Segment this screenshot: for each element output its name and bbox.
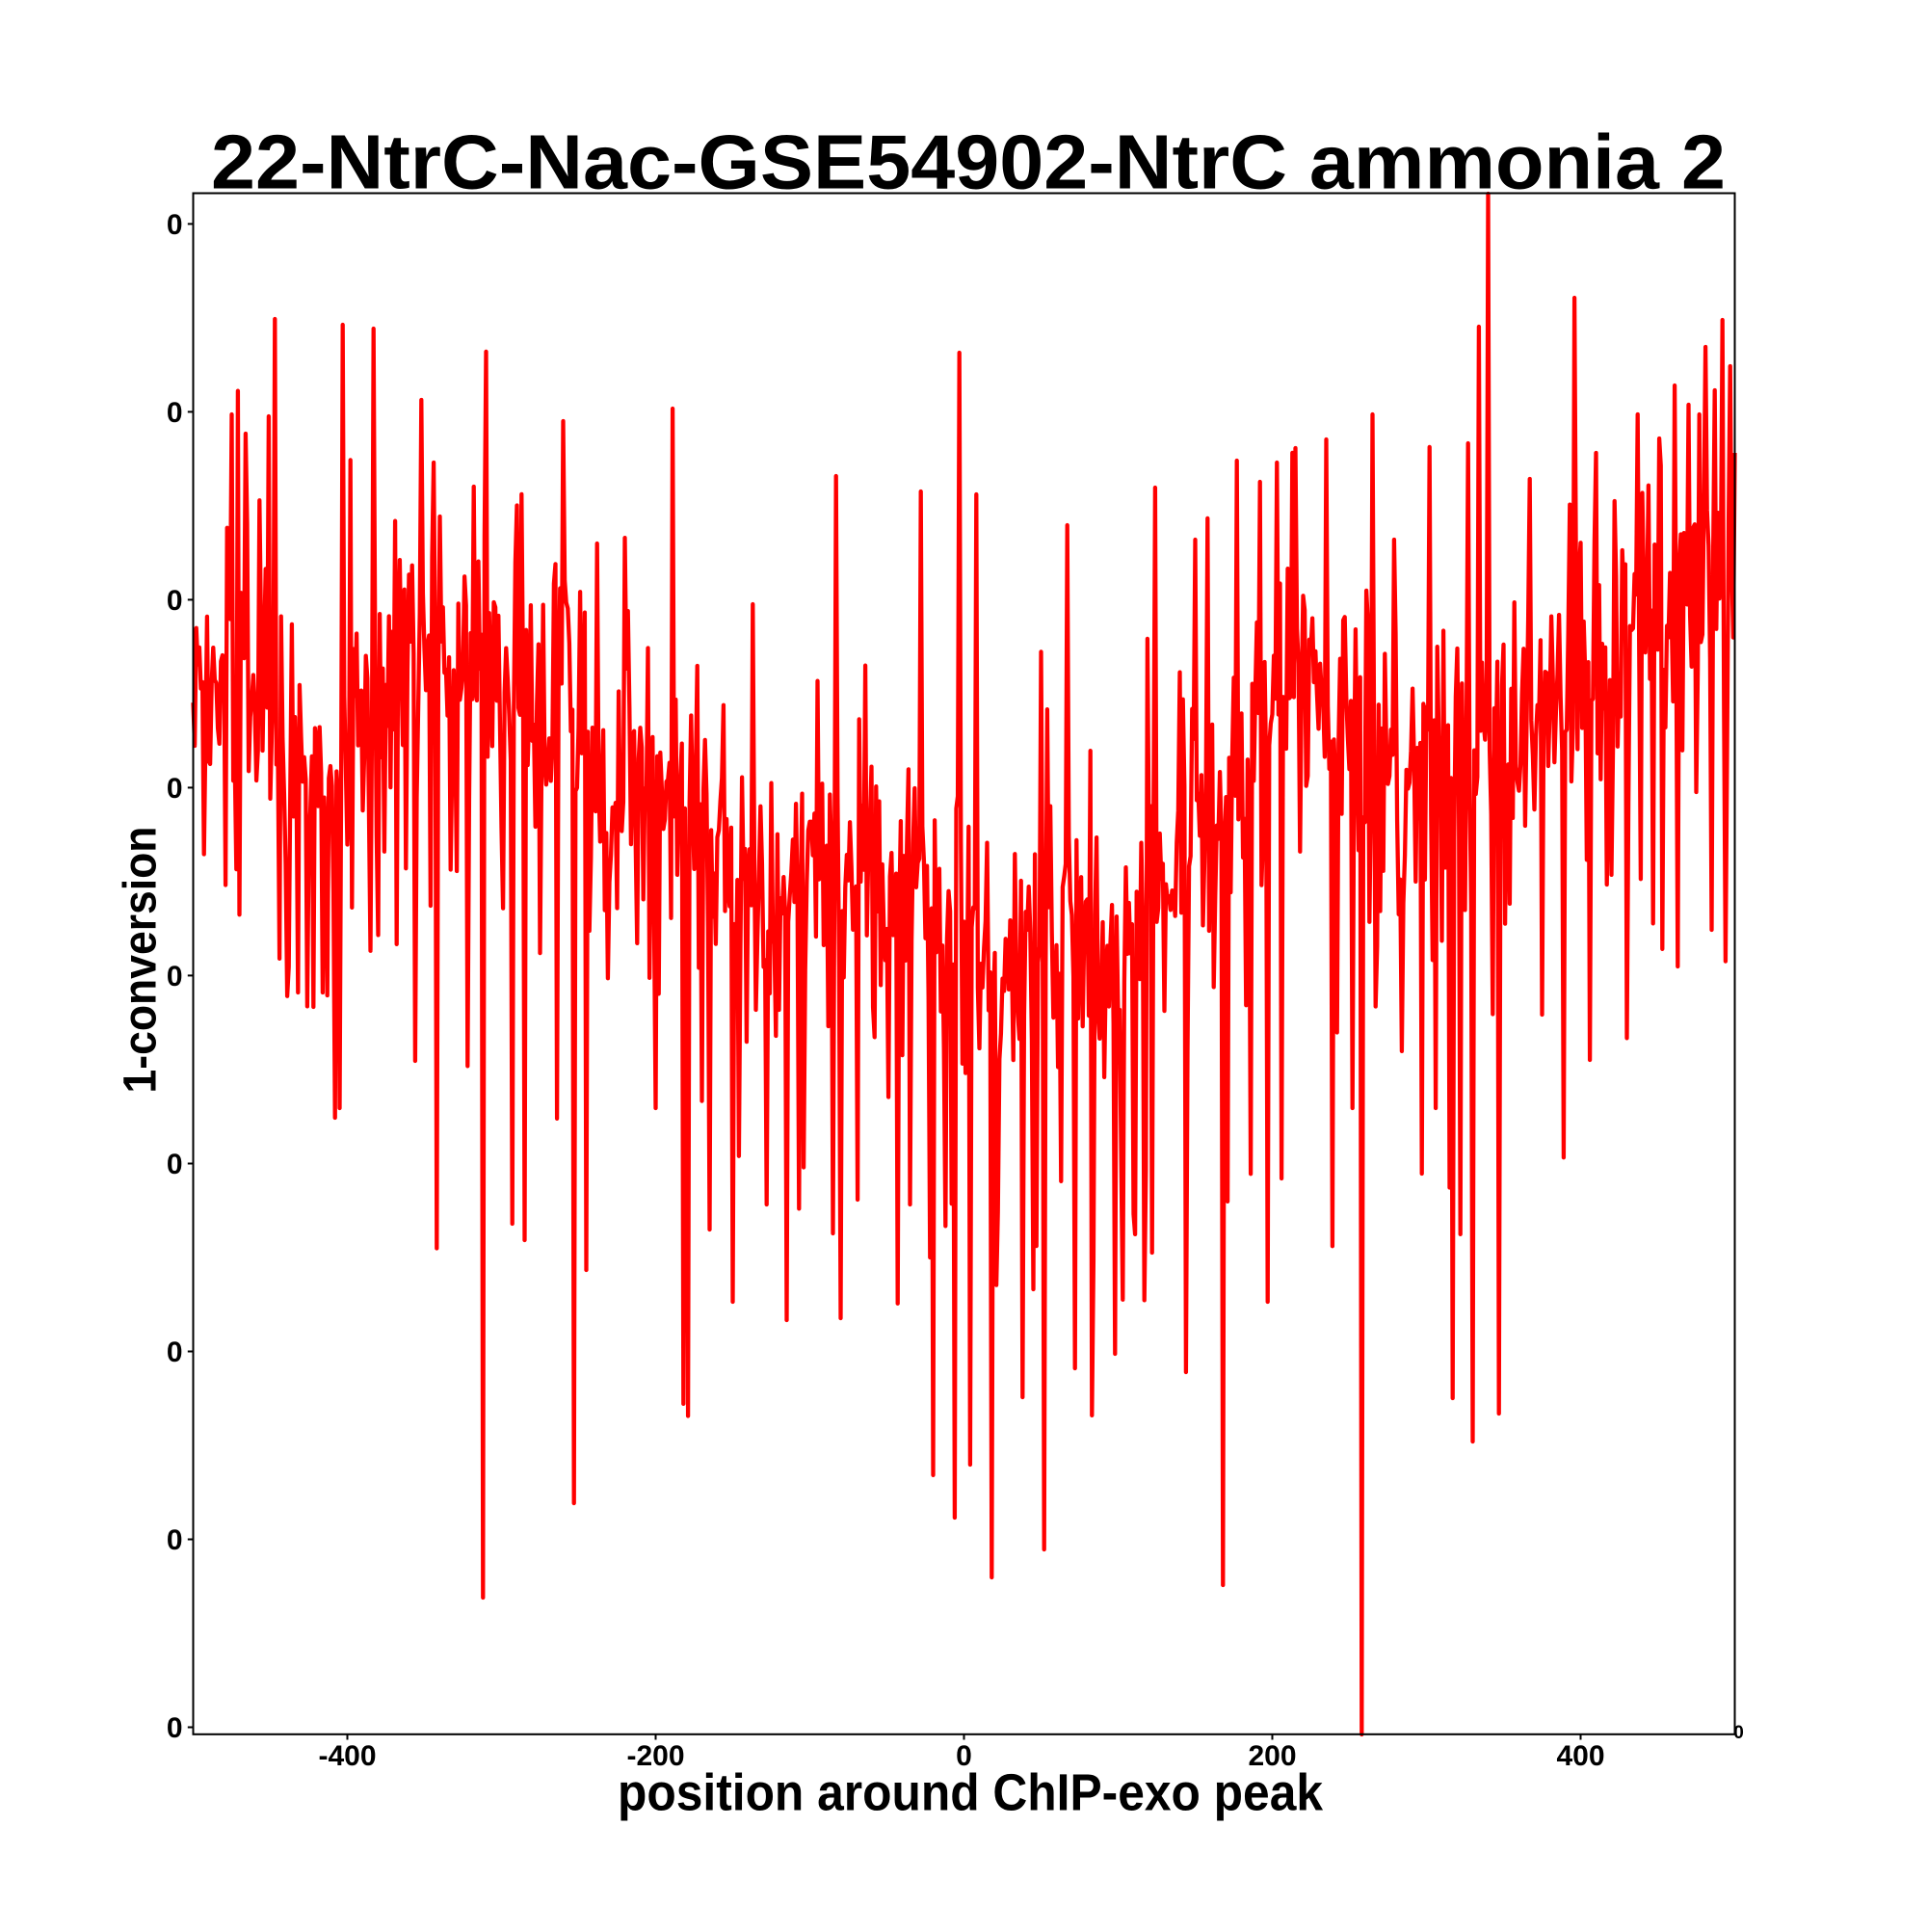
svg-text:0: 0	[167, 1712, 183, 1744]
svg-text:400: 400	[1556, 1740, 1604, 1772]
svg-text:0: 0	[167, 773, 183, 805]
svg-text:0: 0	[167, 961, 183, 992]
svg-text:1-conversion: 1-conversion	[116, 827, 167, 1094]
svg-text:position around ChIP-exo peak: position around ChIP-exo peak	[618, 1763, 1324, 1821]
svg-text:0: 0	[167, 1149, 183, 1180]
svg-text:0: 0	[167, 397, 183, 429]
svg-text:0: 0	[1733, 1723, 1744, 1743]
svg-text:0: 0	[956, 1740, 972, 1772]
svg-text:0: 0	[167, 209, 183, 241]
svg-text:0: 0	[167, 585, 183, 617]
svg-text:-200: -200	[626, 1740, 684, 1772]
svg-text:0: 0	[167, 1524, 183, 1556]
svg-text:22-NtrC-Nac-GSE54902-NtrC ammo: 22-NtrC-Nac-GSE54902-NtrC ammonia 2	[211, 119, 1726, 205]
svg-text:-400: -400	[318, 1740, 376, 1772]
svg-text:200: 200	[1248, 1740, 1296, 1772]
svg-text:0: 0	[167, 1337, 183, 1368]
